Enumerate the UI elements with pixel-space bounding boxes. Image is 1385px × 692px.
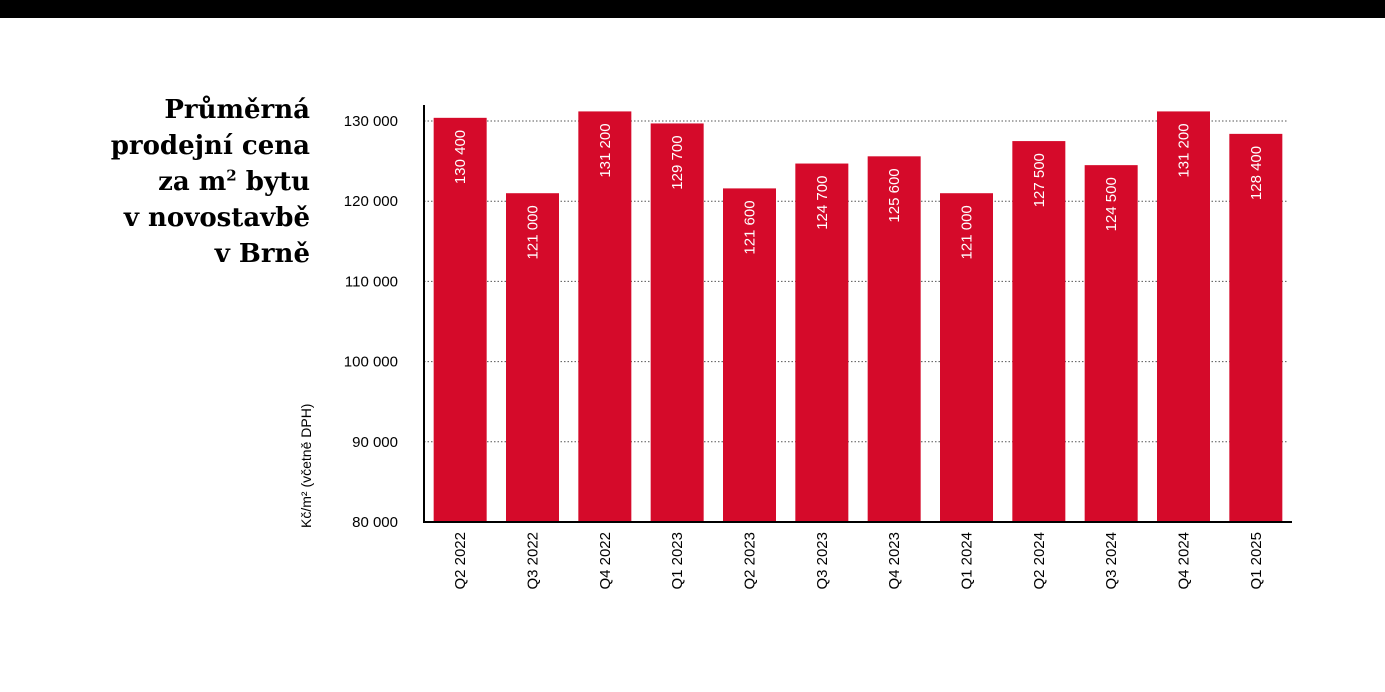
title-line-5: v Brně — [214, 239, 310, 269]
bar — [795, 163, 849, 522]
grid-lines — [424, 120, 1288, 443]
title-line-1: Průměrná — [164, 95, 310, 125]
y-tick-label: 120 000 — [344, 193, 398, 210]
y-tick-labels: 80 000 90 000 100 000 110 000 120 000 130 000 — [344, 113, 398, 531]
value-label: 125 600 — [886, 168, 903, 222]
bar — [1229, 133, 1283, 522]
x-tick-label: Q2 2024 — [1031, 532, 1048, 590]
bar — [1157, 111, 1210, 523]
value-label: 124 500 — [1103, 177, 1120, 231]
value-label: 121 600 — [742, 200, 759, 254]
value-label: 128 400 — [1248, 146, 1265, 200]
bar — [867, 156, 921, 523]
x-tick-label: Q3 2022 — [525, 532, 542, 590]
bar — [723, 188, 776, 522]
bar — [506, 193, 559, 522]
bar — [650, 123, 704, 523]
x-tick-label: Q1 2024 — [959, 532, 976, 590]
x-tick-label: Q2 2022 — [452, 532, 469, 590]
y-tick-label: 110 000 — [345, 273, 398, 290]
chart-title: Průměrná prodejní cena za m2 bytu v novo… — [60, 92, 310, 272]
value-label: 121 000 — [525, 205, 542, 259]
y-tick-label: 90 000 — [352, 434, 398, 451]
x-tick-label: Q4 2022 — [597, 532, 614, 590]
value-label: 131 200 — [597, 123, 614, 177]
title-line-2: prodejní cena — [110, 131, 310, 161]
value-label: 121 000 — [959, 205, 976, 259]
value-label: 130 400 — [452, 130, 469, 184]
title-line-3-pre: za m — [158, 167, 227, 197]
bar — [1012, 141, 1066, 522]
y-tick-label: 80 000 — [352, 514, 398, 531]
title-line-3-sup: 2 — [226, 166, 237, 185]
title-line-3: za m2 bytu — [60, 164, 310, 200]
x-tick-label: Q4 2024 — [1176, 532, 1193, 590]
y-tick-label: 130 000 — [344, 113, 398, 130]
value-label: 129 700 — [669, 135, 686, 189]
x-tick-labels: Q2 2022 Q3 2022 Q4 2022 Q1 2023 Q2 2023 Q3 20… — [452, 532, 1265, 590]
x-tick-label: Q3 2024 — [1103, 532, 1120, 590]
x-tick-label: Q4 2023 — [886, 532, 903, 590]
value-label: 124 700 — [814, 176, 831, 230]
bars — [433, 111, 1283, 523]
bar — [1084, 165, 1138, 522]
x-tick-label: Q1 2023 — [669, 532, 686, 590]
value-label: 127 500 — [1031, 153, 1048, 207]
x-tick-label: Q2 2023 — [742, 532, 759, 590]
y-tick-label: 100 000 — [344, 354, 398, 371]
bar — [940, 193, 993, 522]
value-label: 131 200 — [1176, 123, 1193, 177]
title-line-3-post: bytu — [236, 167, 310, 197]
y-axis-label: Kč/m² (včetně DPH) — [298, 404, 314, 528]
bar — [433, 117, 487, 522]
x-tick-label: Q1 2025 — [1248, 532, 1265, 590]
bar — [578, 111, 632, 523]
title-line-4: v novostavbě — [123, 203, 310, 233]
value-labels: 130 400 121 000 131 200 129 700 121 600 124 7… — [452, 123, 1265, 259]
x-tick-label: Q3 2023 — [814, 532, 831, 590]
top-bar — [0, 0, 1385, 18]
